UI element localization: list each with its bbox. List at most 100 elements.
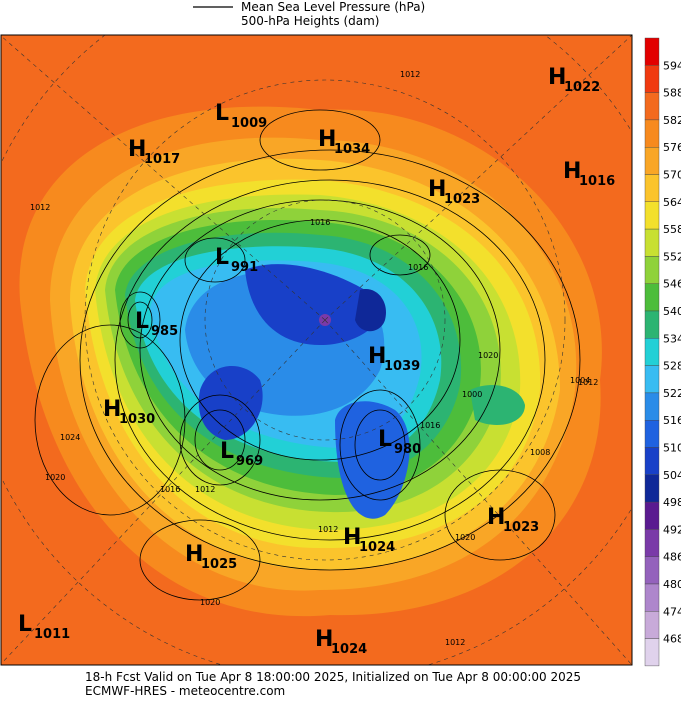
isobar-label: 1020 [455,533,475,542]
colorbar-label: 534 [663,332,681,345]
colorbar-label: 570 [663,169,681,182]
colorbar-label: 486 [663,551,681,564]
center-pressure: 1011 [34,627,70,642]
colorbar-swatch [644,146,660,175]
center-type: H [487,505,505,530]
colorbar-swatch [644,92,660,121]
colorbar-label: 582 [663,114,681,127]
colorbar-label: 594 [663,59,681,72]
center-pressure: 1030 [119,412,155,427]
center-type: L [215,245,229,270]
center-type: H [103,397,121,422]
graticule [1,35,632,665]
map-frame [0,34,633,666]
colorbar-label: 492 [663,523,681,536]
colorbar-label: 528 [663,360,681,373]
colorbar-swatch [644,501,660,530]
footer-line: 18-h Fcst Valid on Tue Apr 8 18:00:00 20… [85,670,581,684]
center-type: H [428,177,446,202]
center-pressure: 1024 [359,540,395,555]
center-type: H [548,65,566,90]
colorbar-swatch [644,201,660,230]
pressure-center: L 969 [220,439,263,469]
center-pressure: 1022 [564,80,600,95]
isobar-label: 1008 [530,448,550,457]
height-band [198,366,263,440]
center-type: H [318,127,336,152]
isobar-label: 1020 [45,473,65,482]
center-type: L [215,101,229,126]
legend-line-label: Mean Sea Level Pressure (hPa) [241,0,425,14]
height-band [355,289,386,332]
isobar-label: 1016 [408,263,428,272]
center-type: L [135,309,149,334]
colorbar-label: 540 [663,305,681,318]
center-type: H [128,137,146,162]
colorbar-swatch [644,283,660,312]
center-pressure: 1034 [334,142,370,157]
center-pressure: 1023 [444,192,480,207]
isobar-label: 1012 [400,70,420,79]
isobar-label: 1024 [60,433,80,442]
colorbar-swatch [644,556,660,585]
colorbar-swatch [644,583,660,612]
height-band [470,385,525,425]
legend: Mean Sea Level Pressure (hPa) 500-hPa He… [193,0,425,28]
colorbar-swatch [644,447,660,475]
pressure-center: L 980 [378,427,421,457]
isobar-label: 1004 [570,376,590,385]
colorbar-swatch [644,37,660,66]
isobar-label: 1012 [318,525,338,534]
center-pressure: 1009 [231,116,267,131]
isobar-label: 1012 [30,203,50,212]
legend-fill-label: 500-hPa Heights (dam) [241,14,379,28]
colorbar-label: 480 [663,578,681,591]
center-type: H [343,525,361,550]
colorbar-label: 510 [663,442,681,455]
colorbar-label: 552 [663,250,681,263]
isobar-label: 1012 [445,638,465,647]
center-pressure: 969 [236,454,263,469]
center-type: H [368,344,386,369]
colorbar-label: 516 [663,414,681,427]
colorbar-swatch [644,392,660,421]
pressure-center: L 1011 [18,612,70,642]
center-pressure: 1024 [331,642,367,657]
colorbar-swatch [644,529,660,557]
colorbar: 594 588 582 576 570 564 558 552 546 540 534 528 522 5… [644,37,681,667]
isobar-label: 1020 [200,598,220,607]
center-pressure: 1025 [201,557,237,572]
isobar-label: 1012 [195,485,215,494]
center-pressure: 1016 [579,174,615,189]
isobar-label: 1020 [478,351,498,360]
center-pressure: 991 [231,260,258,275]
colorbar-swatch [644,256,660,284]
colorbar-label: 546 [663,278,681,291]
center-pressure: 1017 [144,152,180,167]
isobar-label: 1016 [310,218,330,227]
colorbar-label: 522 [663,387,681,400]
center-pressure: 980 [394,442,421,457]
center-pressure: 1039 [384,359,420,374]
pressure-center: L 991 [215,245,258,275]
colorbar-label: 468 [663,633,681,646]
colorbar-label: 576 [663,141,681,154]
height-band [335,401,410,519]
colorbar-swatch [644,338,660,366]
center-type: L [220,439,234,464]
colorbar-swatch [644,420,660,448]
colorbar-swatch [644,174,660,202]
isobars [34,109,581,601]
colorbar-label: 498 [663,496,681,509]
